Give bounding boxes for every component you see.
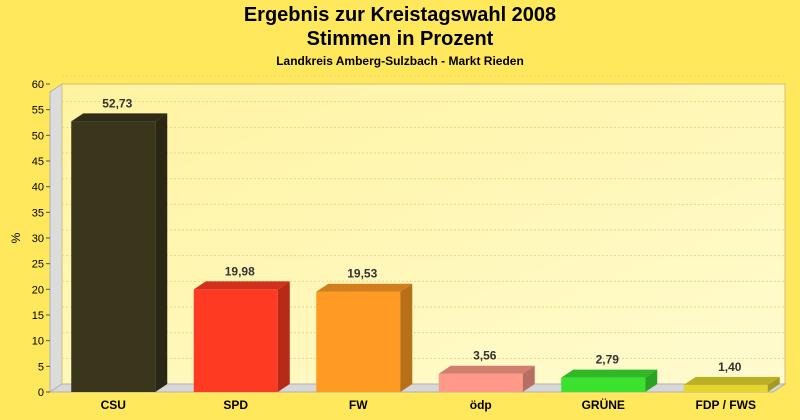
bar-fw: 19,53 [316, 267, 413, 392]
plot-back-wall [61, 83, 786, 385]
x-category-label: FDP / FWS [696, 398, 756, 412]
bar-spd: 19,98 [193, 264, 290, 392]
bar-top [316, 283, 413, 292]
chart-subtitle: Stimmen in Prozent [306, 28, 494, 50]
bar-value-label: 3,56 [473, 349, 497, 363]
bar-front [683, 384, 768, 392]
bar-fdp-fws: 1,40 [683, 360, 780, 392]
y-tick-label: 60 [32, 79, 44, 91]
bar-top [683, 376, 780, 385]
bar-front [561, 377, 646, 392]
y-axis-ticks: 0 5 10 15 20 25 30 35 40 45 50 55 60 [32, 79, 50, 399]
bar-value-label: 19,53 [347, 267, 377, 281]
bar-front [193, 289, 278, 392]
y-tick-label: 15 [32, 310, 44, 322]
x-category-label: FW [349, 398, 368, 412]
y-axis-label: % [9, 232, 23, 243]
bar-front [71, 121, 156, 392]
y-tick-label: 0 [38, 387, 44, 399]
bars: 52,73 19,98 19,53 3,56 2,79 1,40 [71, 96, 780, 392]
bar-side [277, 281, 290, 392]
bar-value-label: 52,73 [102, 96, 132, 110]
chart-caption: Landkreis Amberg-Sulzbach - Markt Rieden [276, 54, 524, 68]
y-tick-label: 45 [32, 156, 44, 168]
bar-csu: 52,73 [71, 96, 168, 392]
bar-value-label: 2,79 [596, 353, 620, 367]
y-tick-label: 35 [32, 207, 44, 219]
bar-side [400, 283, 413, 392]
bar-top [71, 113, 168, 122]
plot-left-wall [49, 83, 63, 393]
x-category-label: CSU [101, 398, 126, 412]
y-tick-label: 30 [32, 233, 44, 245]
y-tick-label: 55 [32, 105, 44, 117]
y-tick-label: 5 [38, 361, 44, 373]
bar-side [522, 365, 535, 392]
bar-top [561, 369, 658, 378]
chart-title: Ergebnis zur Kreistagswahl 2008 [243, 4, 557, 26]
y-tick-label: 40 [32, 182, 44, 194]
bar-top [193, 281, 290, 290]
bar-side [767, 376, 780, 392]
bar-front [438, 373, 523, 392]
bar-gr-ne: 2,79 [561, 353, 658, 392]
x-category-label: ödp [470, 398, 492, 412]
bar--dp: 3,56 [438, 349, 535, 392]
bar-front [316, 291, 401, 392]
x-category-label: SPD [223, 398, 248, 412]
bar-value-label: 1,40 [718, 360, 742, 374]
grid-lines [62, 75, 785, 359]
bar-value-label: 19,98 [225, 264, 255, 278]
x-category-label: GRÜNE [582, 397, 625, 412]
bar-side [155, 113, 168, 392]
y-tick-label: 20 [32, 284, 44, 296]
y-tick-label: 10 [32, 336, 44, 348]
bar-top [438, 365, 535, 374]
bar-side [645, 369, 658, 392]
x-axis-labels: CSU SPD FW ödp GRÜNE FDP / FWS [101, 397, 756, 412]
y-tick-label: 50 [32, 130, 44, 142]
y-tick-label: 25 [32, 259, 44, 271]
